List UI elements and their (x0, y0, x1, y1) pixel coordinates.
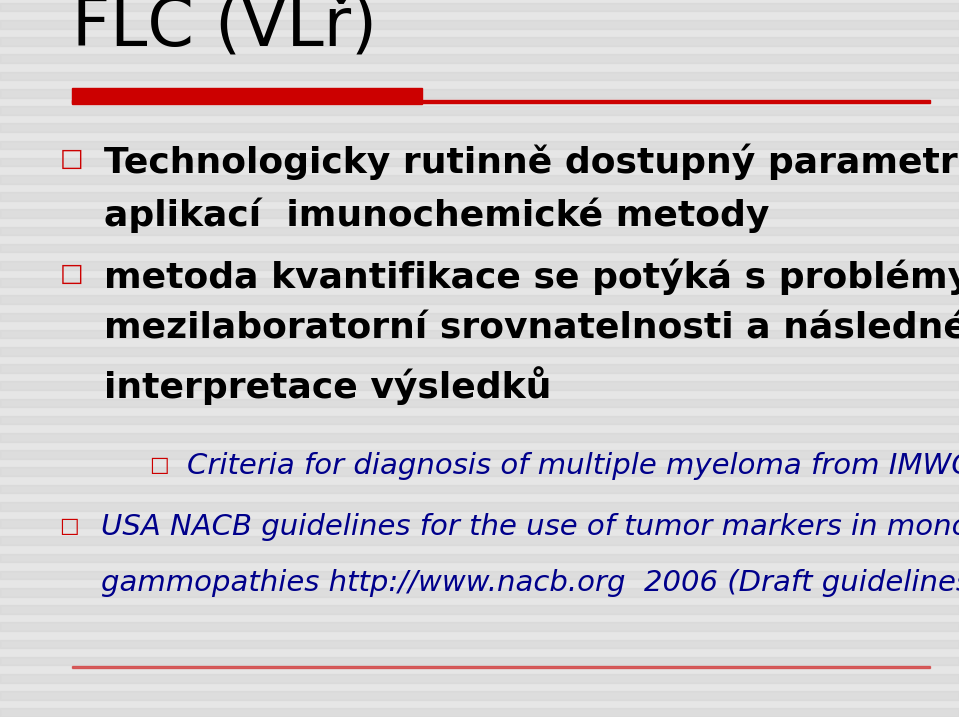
Bar (0, 502, 959, 511)
Bar (0, 433, 959, 442)
Bar (0, 450, 959, 459)
Text: □: □ (59, 516, 80, 536)
Bar (0, 554, 959, 562)
Text: mezilaboratorní srovnatelnosti a následné: mezilaboratorní srovnatelnosti a následn… (104, 312, 959, 346)
Bar (0, 381, 959, 390)
Bar (0, 364, 959, 373)
Bar (0, 691, 959, 700)
Bar (0, 106, 959, 115)
Bar (0, 261, 959, 270)
Bar (0, 192, 959, 201)
Bar (0, 209, 959, 218)
Bar (0, 588, 959, 597)
Bar (0, 295, 959, 304)
Bar (0, 244, 959, 252)
Bar (0, 37, 959, 46)
Bar (0, 640, 959, 648)
Bar (0, 175, 959, 184)
Text: USA NACB guidelines for the use of tumor markers in monoclonal: USA NACB guidelines for the use of tumor… (101, 513, 959, 541)
Bar (0, 141, 959, 149)
Bar (0, 89, 959, 98)
Text: □: □ (59, 262, 83, 285)
Bar (0, 399, 959, 407)
Bar (0, 416, 959, 424)
Text: aplikací  imunochemické metody: aplikací imunochemické metody (104, 197, 769, 233)
Bar (0, 519, 959, 528)
Bar (0, 622, 959, 631)
Bar (72, 666, 930, 668)
Bar (0, 708, 959, 717)
Bar (0, 158, 959, 166)
Bar (0, 485, 959, 493)
Bar (0, 605, 959, 614)
Text: interpretace výsledků: interpretace výsledků (104, 366, 551, 404)
Bar (0, 123, 959, 132)
Bar (0, 657, 959, 665)
Text: □: □ (59, 147, 83, 171)
Bar (0, 72, 959, 80)
Text: Technologicky rutinně dostupný parametr: Technologicky rutinně dostupný parametr (104, 143, 957, 180)
Text: Criteria for diagnosis of multiple myeloma from IMWG, 2003: Criteria for diagnosis of multiple myelo… (187, 452, 959, 480)
Bar (72, 88, 422, 104)
Bar (0, 674, 959, 683)
Bar (0, 278, 959, 287)
Bar (0, 313, 959, 321)
Bar (0, 536, 959, 545)
Text: FLC (VLř): FLC (VLř) (72, 0, 377, 61)
Bar (0, 347, 959, 356)
Text: metoda kvantifikace se potýká s problémy: metoda kvantifikace se potýká s problémy (104, 258, 959, 295)
Bar (0, 20, 959, 29)
Bar (0, 467, 959, 476)
Bar (0, 227, 959, 235)
Bar (0, 54, 959, 63)
Bar (0, 571, 959, 579)
Bar (72, 100, 930, 103)
Text: gammopathies http://www.nacb.org  2006 (Draft guidelines): gammopathies http://www.nacb.org 2006 (D… (101, 569, 959, 597)
Text: □: □ (149, 455, 169, 475)
Bar (0, 3, 959, 11)
Bar (0, 330, 959, 338)
